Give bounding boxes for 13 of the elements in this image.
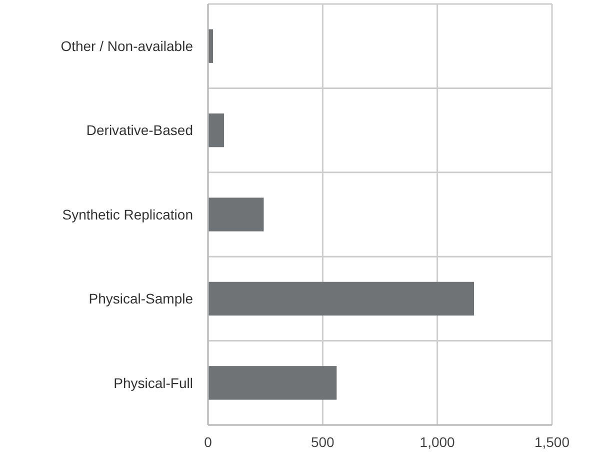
x-tick-label: 500 — [310, 434, 335, 450]
x-tick-label: 1,000 — [420, 434, 456, 450]
bar — [208, 366, 337, 400]
x-tick-label: 0 — [204, 434, 212, 450]
bar — [208, 198, 264, 232]
x-tick-label: 1,500 — [534, 434, 570, 450]
bar — [208, 113, 224, 148]
y-tick-label: Synthetic Replication — [62, 206, 193, 222]
y-tick-label: Physical-Full — [114, 374, 193, 391]
bar — [208, 282, 474, 316]
y-tick-label: Derivative-Based — [86, 122, 193, 138]
y-tick-label: Physical-Sample — [88, 290, 194, 307]
y-tick-label: Other / Non-available — [60, 38, 194, 54]
